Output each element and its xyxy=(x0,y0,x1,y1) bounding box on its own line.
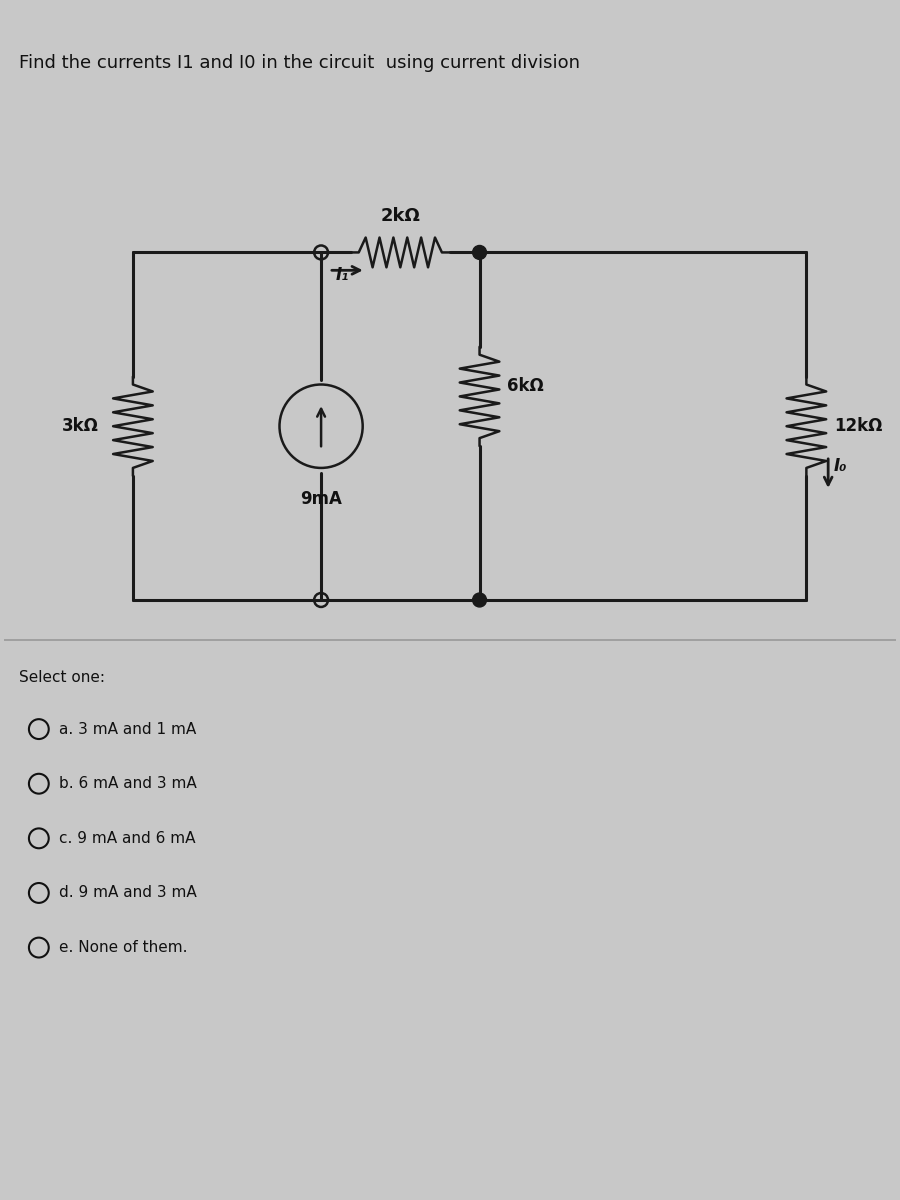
Text: 3kΩ: 3kΩ xyxy=(61,418,98,436)
Text: b. 6 mA and 3 mA: b. 6 mA and 3 mA xyxy=(58,776,196,791)
Circle shape xyxy=(472,593,487,607)
Circle shape xyxy=(472,246,487,259)
Text: 2kΩ: 2kΩ xyxy=(381,206,420,224)
Text: I₀: I₀ xyxy=(834,457,848,475)
Text: I₁: I₁ xyxy=(336,266,349,284)
Text: e. None of them.: e. None of them. xyxy=(58,940,187,955)
Text: 9mA: 9mA xyxy=(301,490,342,508)
Text: a. 3 mA and 1 mA: a. 3 mA and 1 mA xyxy=(58,721,196,737)
Text: Find the currents I1 and I0 in the circuit  using current division: Find the currents I1 and I0 in the circu… xyxy=(19,54,580,72)
Text: 6kΩ: 6kΩ xyxy=(508,378,544,396)
Text: Select one:: Select one: xyxy=(19,670,105,684)
Text: d. 9 mA and 3 mA: d. 9 mA and 3 mA xyxy=(58,886,196,900)
Text: c. 9 mA and 6 mA: c. 9 mA and 6 mA xyxy=(58,830,195,846)
Text: 12kΩ: 12kΩ xyxy=(834,418,883,436)
